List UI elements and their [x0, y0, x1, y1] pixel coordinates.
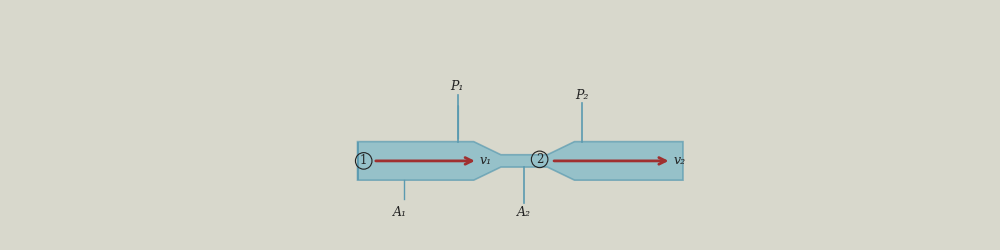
Text: v₂: v₂	[674, 154, 686, 168]
Text: P₁: P₁	[450, 80, 463, 93]
Text: P₂: P₂	[576, 88, 589, 102]
Text: A₁: A₁	[393, 206, 407, 218]
Text: v₁: v₁	[480, 154, 492, 168]
Text: A₂: A₂	[517, 206, 531, 218]
Polygon shape	[358, 142, 683, 180]
Text: 2: 2	[536, 153, 543, 166]
Text: 1: 1	[360, 154, 367, 168]
